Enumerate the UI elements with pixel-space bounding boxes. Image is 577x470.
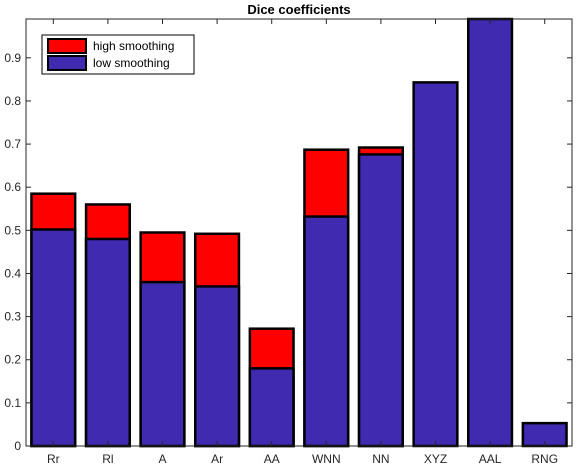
bar-low-aal <box>467 17 514 448</box>
bar-low-aa <box>248 367 295 448</box>
y-tick-label: 0.8 <box>4 94 21 108</box>
axes-layer: Rr Rl A Ar AA WNN NN XYZ AAL RNG 0 0.1 0.2 0.3 0.4 0.5 0… <box>4 19 572 466</box>
y-tick-label: 0.6 <box>4 180 21 194</box>
legend-label-high-smoothing: high smoothing <box>93 39 174 53</box>
x-tick-label: NN <box>372 452 389 466</box>
y-tick-label: 0.2 <box>4 353 21 367</box>
x-tick-label: XYZ <box>424 452 447 466</box>
x-tick-label: AAL <box>479 452 502 466</box>
bar-low-xyz <box>412 81 459 448</box>
y-tick-label: 0.7 <box>4 137 21 151</box>
y-tick-label: 0.5 <box>4 223 21 237</box>
bar-low-ar <box>194 285 241 448</box>
chart-title: Dice coefficients <box>247 2 350 17</box>
y-tick-label: 0.3 <box>4 310 21 324</box>
x-tick-label: AA <box>264 452 280 466</box>
x-tick-label: RNG <box>531 452 558 466</box>
x-tick-label: Rr <box>47 452 60 466</box>
legend-label-low-smoothing: low smoothing <box>93 56 170 70</box>
bars-layer <box>30 17 568 448</box>
bar-low-rr <box>30 228 77 448</box>
legend: high smoothing low smoothing <box>41 34 195 75</box>
y-tick-label: 0.1 <box>4 396 21 410</box>
y-tick-label: 0.4 <box>4 266 21 280</box>
y-tick-label: 0 <box>14 439 21 453</box>
plot-frame <box>25 18 573 447</box>
bar-low-a <box>139 280 186 448</box>
x-tick-label: Rl <box>102 452 113 466</box>
bar-low-nn <box>357 153 404 448</box>
x-tick-label: A <box>158 452 166 466</box>
y-tick-label: 0.9 <box>4 51 21 65</box>
bar-low-wnn <box>303 215 350 448</box>
bar-low-rl <box>84 237 131 448</box>
legend-swatch-high-smoothing <box>47 38 87 54</box>
legend-swatch-low-smoothing <box>47 55 87 71</box>
x-tick-label: Ar <box>211 452 223 466</box>
x-tick-label: WNN <box>312 452 341 466</box>
